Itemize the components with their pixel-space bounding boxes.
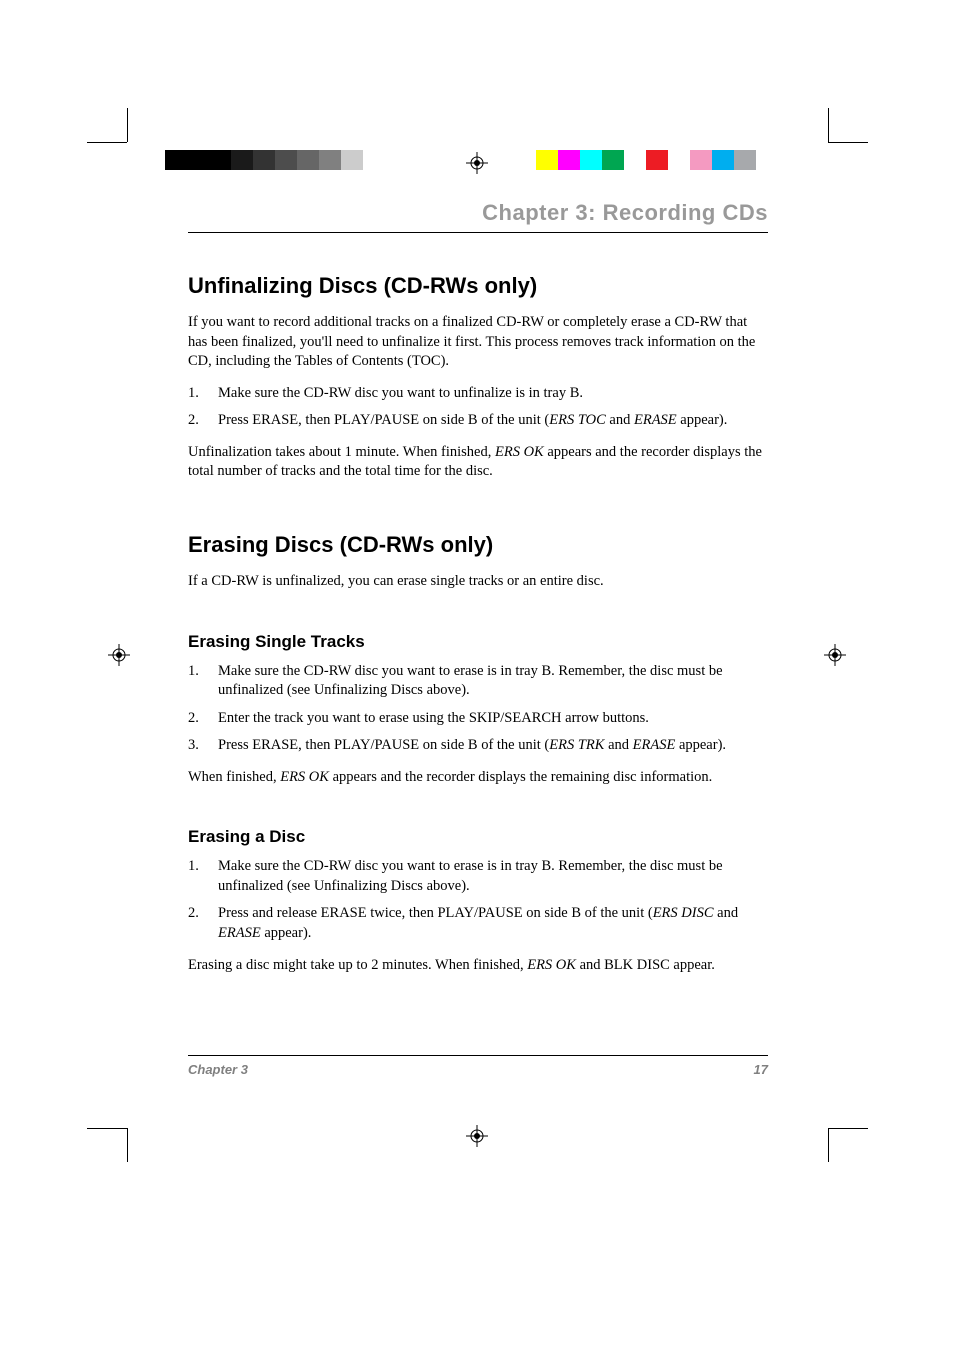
color-swatch (231, 150, 253, 170)
page-content: Chapter 3: Recording CDs Unfinalizing Di… (188, 200, 768, 987)
list-item-text: Enter the track you want to erase using … (218, 709, 768, 729)
color-swatch (341, 150, 363, 170)
list-item-text: Make sure the CD-RW disc you want to era… (218, 662, 768, 701)
list-item-text: Make sure the CD-RW disc you want to unf… (218, 384, 768, 404)
list-item-number: 2. (188, 411, 218, 431)
list-item: 2.Press and release ERASE twice, then PL… (188, 904, 768, 943)
crop-mark (87, 1128, 127, 1129)
list-item: 1.Make sure the CD-RW disc you want to u… (188, 384, 768, 404)
registration-mark-icon (824, 644, 846, 666)
list-item-number: 3. (188, 736, 218, 756)
chapter-title: Chapter 3: Recording CDs (188, 200, 768, 233)
color-swatch (275, 150, 297, 170)
registration-mark-icon (466, 152, 488, 174)
paragraph: Erasing a disc might take up to 2 minute… (188, 956, 768, 976)
crop-mark (127, 108, 128, 142)
list-item-number: 1. (188, 662, 218, 701)
crop-mark (828, 1128, 829, 1162)
color-swatch (712, 150, 734, 170)
color-swatch (297, 150, 319, 170)
crop-mark (828, 108, 829, 142)
crop-mark (87, 142, 127, 143)
subsection-heading: Erasing Single Tracks (188, 632, 768, 652)
color-swatch (668, 150, 690, 170)
color-swatch (734, 150, 756, 170)
list-item-text: Press ERASE, then PLAY/PAUSE on side B o… (218, 736, 768, 756)
list-item-text: Press and release ERASE twice, then PLAY… (218, 904, 768, 943)
list-item: 1.Make sure the CD-RW disc you want to e… (188, 662, 768, 701)
color-swatch (187, 150, 209, 170)
color-swatch (363, 150, 385, 170)
section-heading: Erasing Discs (CD-RWs only) (188, 532, 768, 558)
paragraph: Unfinalization takes about 1 minute. Whe… (188, 443, 768, 482)
paragraph: When finished, ERS OK appears and the re… (188, 768, 768, 788)
registration-mark-icon (108, 644, 130, 666)
color-swatch (536, 150, 558, 170)
registration-mark-icon (466, 1125, 488, 1147)
paragraph: If you want to record additional tracks … (188, 313, 768, 372)
list-item-number: 2. (188, 904, 218, 943)
color-swatch (558, 150, 580, 170)
color-swatch (646, 150, 668, 170)
paragraph: If a CD-RW is unfinalized, you can erase… (188, 572, 768, 592)
colorbar-left (165, 150, 385, 170)
list-item-number: 1. (188, 857, 218, 896)
list-item-number: 1. (188, 384, 218, 404)
color-swatch (580, 150, 602, 170)
list-item-text: Press ERASE, then PLAY/PAUSE on side B o… (218, 411, 768, 431)
color-swatch (253, 150, 275, 170)
color-swatch (690, 150, 712, 170)
subsection-heading: Erasing a Disc (188, 827, 768, 847)
list-item: 2.Press ERASE, then PLAY/PAUSE on side B… (188, 411, 768, 431)
ordered-list: 1.Make sure the CD-RW disc you want to u… (188, 384, 768, 431)
section-heading: Unfinalizing Discs (CD-RWs only) (188, 273, 768, 299)
list-item-number: 2. (188, 709, 218, 729)
list-item-text: Make sure the CD-RW disc you want to era… (218, 857, 768, 896)
crop-mark (127, 1128, 128, 1162)
list-item: 1.Make sure the CD-RW disc you want to e… (188, 857, 768, 896)
crop-mark (828, 1128, 868, 1129)
color-swatch (624, 150, 646, 170)
color-swatch (602, 150, 624, 170)
color-swatch (165, 150, 187, 170)
page-footer: Chapter 3 17 (188, 1055, 768, 1077)
ordered-list: 1.Make sure the CD-RW disc you want to e… (188, 857, 768, 943)
ordered-list: 1.Make sure the CD-RW disc you want to e… (188, 662, 768, 756)
color-swatch (319, 150, 341, 170)
crop-mark (828, 142, 868, 143)
color-swatch (209, 150, 231, 170)
footer-chapter: Chapter 3 (188, 1062, 248, 1077)
list-item: 2.Enter the track you want to erase usin… (188, 709, 768, 729)
list-item: 3.Press ERASE, then PLAY/PAUSE on side B… (188, 736, 768, 756)
colorbar-right (536, 150, 756, 170)
footer-page-number: 17 (754, 1062, 768, 1077)
